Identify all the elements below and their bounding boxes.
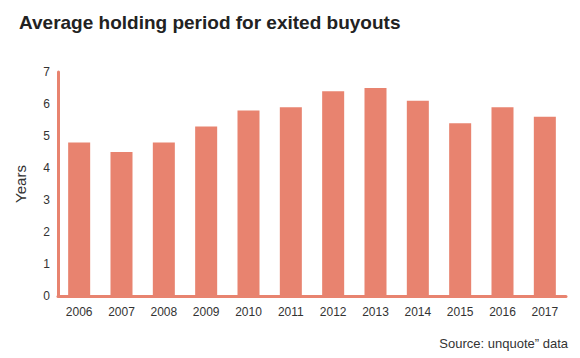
svg-text:2013: 2013 [362, 305, 389, 319]
svg-text:Average holding period for exi: Average holding period for exited buyout… [19, 12, 400, 33]
svg-text:2017: 2017 [531, 305, 558, 319]
svg-text:2010: 2010 [235, 305, 262, 319]
svg-text:7: 7 [43, 65, 50, 79]
svg-text:2008: 2008 [150, 305, 177, 319]
svg-text:5: 5 [43, 129, 50, 143]
svg-text:1: 1 [43, 257, 50, 271]
svg-text:3: 3 [43, 193, 50, 207]
svg-text:0: 0 [43, 289, 50, 303]
svg-text:2014: 2014 [404, 305, 431, 319]
svg-text:Years: Years [12, 165, 29, 203]
svg-text:2012: 2012 [320, 305, 347, 319]
svg-text:2007: 2007 [108, 305, 135, 319]
svg-text:6: 6 [43, 97, 50, 111]
svg-text:2006: 2006 [66, 305, 93, 319]
svg-text:2011: 2011 [278, 305, 304, 319]
svg-text:2015: 2015 [447, 305, 474, 319]
svg-text:Source: unquote” data: Source: unquote” data [439, 336, 568, 351]
svg-text:2016: 2016 [489, 305, 516, 319]
svg-text:2: 2 [43, 225, 50, 239]
svg-text:2009: 2009 [193, 305, 220, 319]
svg-text:4: 4 [43, 161, 50, 175]
